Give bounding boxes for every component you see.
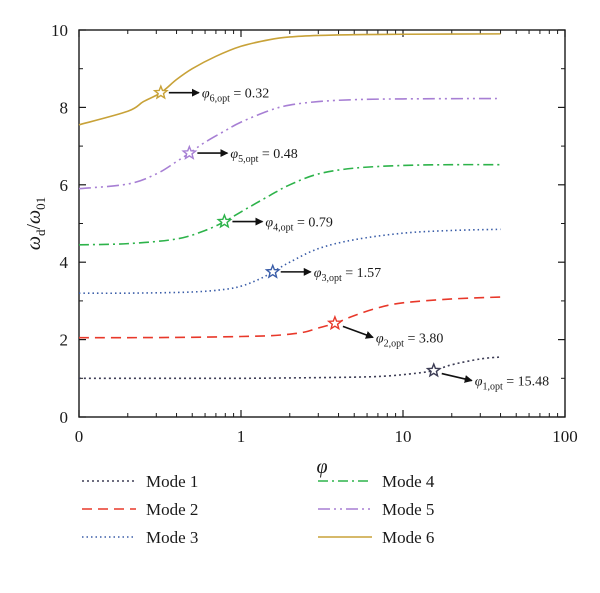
- y-tick-label: 6: [60, 176, 69, 195]
- optimum-label: φ1,opt = 15.48: [475, 375, 549, 393]
- y-tick-label: 2: [60, 331, 69, 350]
- optimum-star-marker: [326, 314, 343, 331]
- legend-label-mode-4: Mode 4: [382, 472, 435, 491]
- optimum-star-marker: [216, 213, 233, 229]
- optimum-label: φ6,opt = 0.32: [202, 87, 269, 105]
- y-tick-label: 4: [60, 253, 69, 272]
- legend: Mode 1 Mode 2 Mode 3 Mode 4 Mode 5 Mode 6: [82, 472, 435, 547]
- legend-label-mode-2: Mode 2: [146, 500, 198, 519]
- optimum-arrow: [342, 325, 374, 339]
- optimum-star-marker: [425, 362, 442, 378]
- optimum-star-marker: [152, 84, 169, 100]
- optimum-star-marker: [181, 144, 198, 160]
- y-tick-label: 10: [51, 21, 68, 40]
- x-tick-label: 10: [395, 427, 412, 446]
- optimum-star-marker: [264, 263, 281, 279]
- optimum-arrow: [441, 372, 473, 383]
- legend-label-mode-3: Mode 3: [146, 528, 198, 547]
- optimum-annotations: φ1,opt = 15.48 φ2,opt = 3.80 φ3,opt = 1.57…: [152, 84, 549, 393]
- legend-label-mode-5: Mode 5: [382, 500, 434, 519]
- y-tick-label: 8: [60, 98, 69, 117]
- legend-label-mode-1: Mode 1: [146, 472, 198, 491]
- optimum-label: φ5,opt = 0.48: [230, 147, 297, 165]
- optimum-label: φ3,opt = 1.57: [314, 266, 381, 284]
- plot-area: 0 1 10 100 0 2 4 6 8 10 φ ωd/ω01: [23, 21, 578, 478]
- series-line-mode-3: [78, 228, 501, 295]
- series-line-mode-5: [78, 97, 501, 190]
- x-axis-title: φ: [316, 456, 327, 478]
- x-tick-label: 100: [552, 427, 578, 446]
- y-tick-label: 0: [60, 408, 69, 427]
- legend-label-mode-6: Mode 6: [382, 528, 434, 547]
- series-line-mode-2: [78, 296, 501, 339]
- series-line-mode-6: [78, 33, 501, 126]
- y-axis-title: ωd/ω01: [23, 197, 48, 250]
- series-line-mode-1: [79, 356, 501, 380]
- optimum-label: φ4,opt = 0.79: [265, 216, 332, 234]
- x-tick-label: 0: [75, 427, 84, 446]
- x-tick-label: 1: [237, 427, 246, 446]
- optimum-label: φ2,opt = 3.80: [376, 331, 443, 349]
- series-line-mode-4: [78, 163, 501, 246]
